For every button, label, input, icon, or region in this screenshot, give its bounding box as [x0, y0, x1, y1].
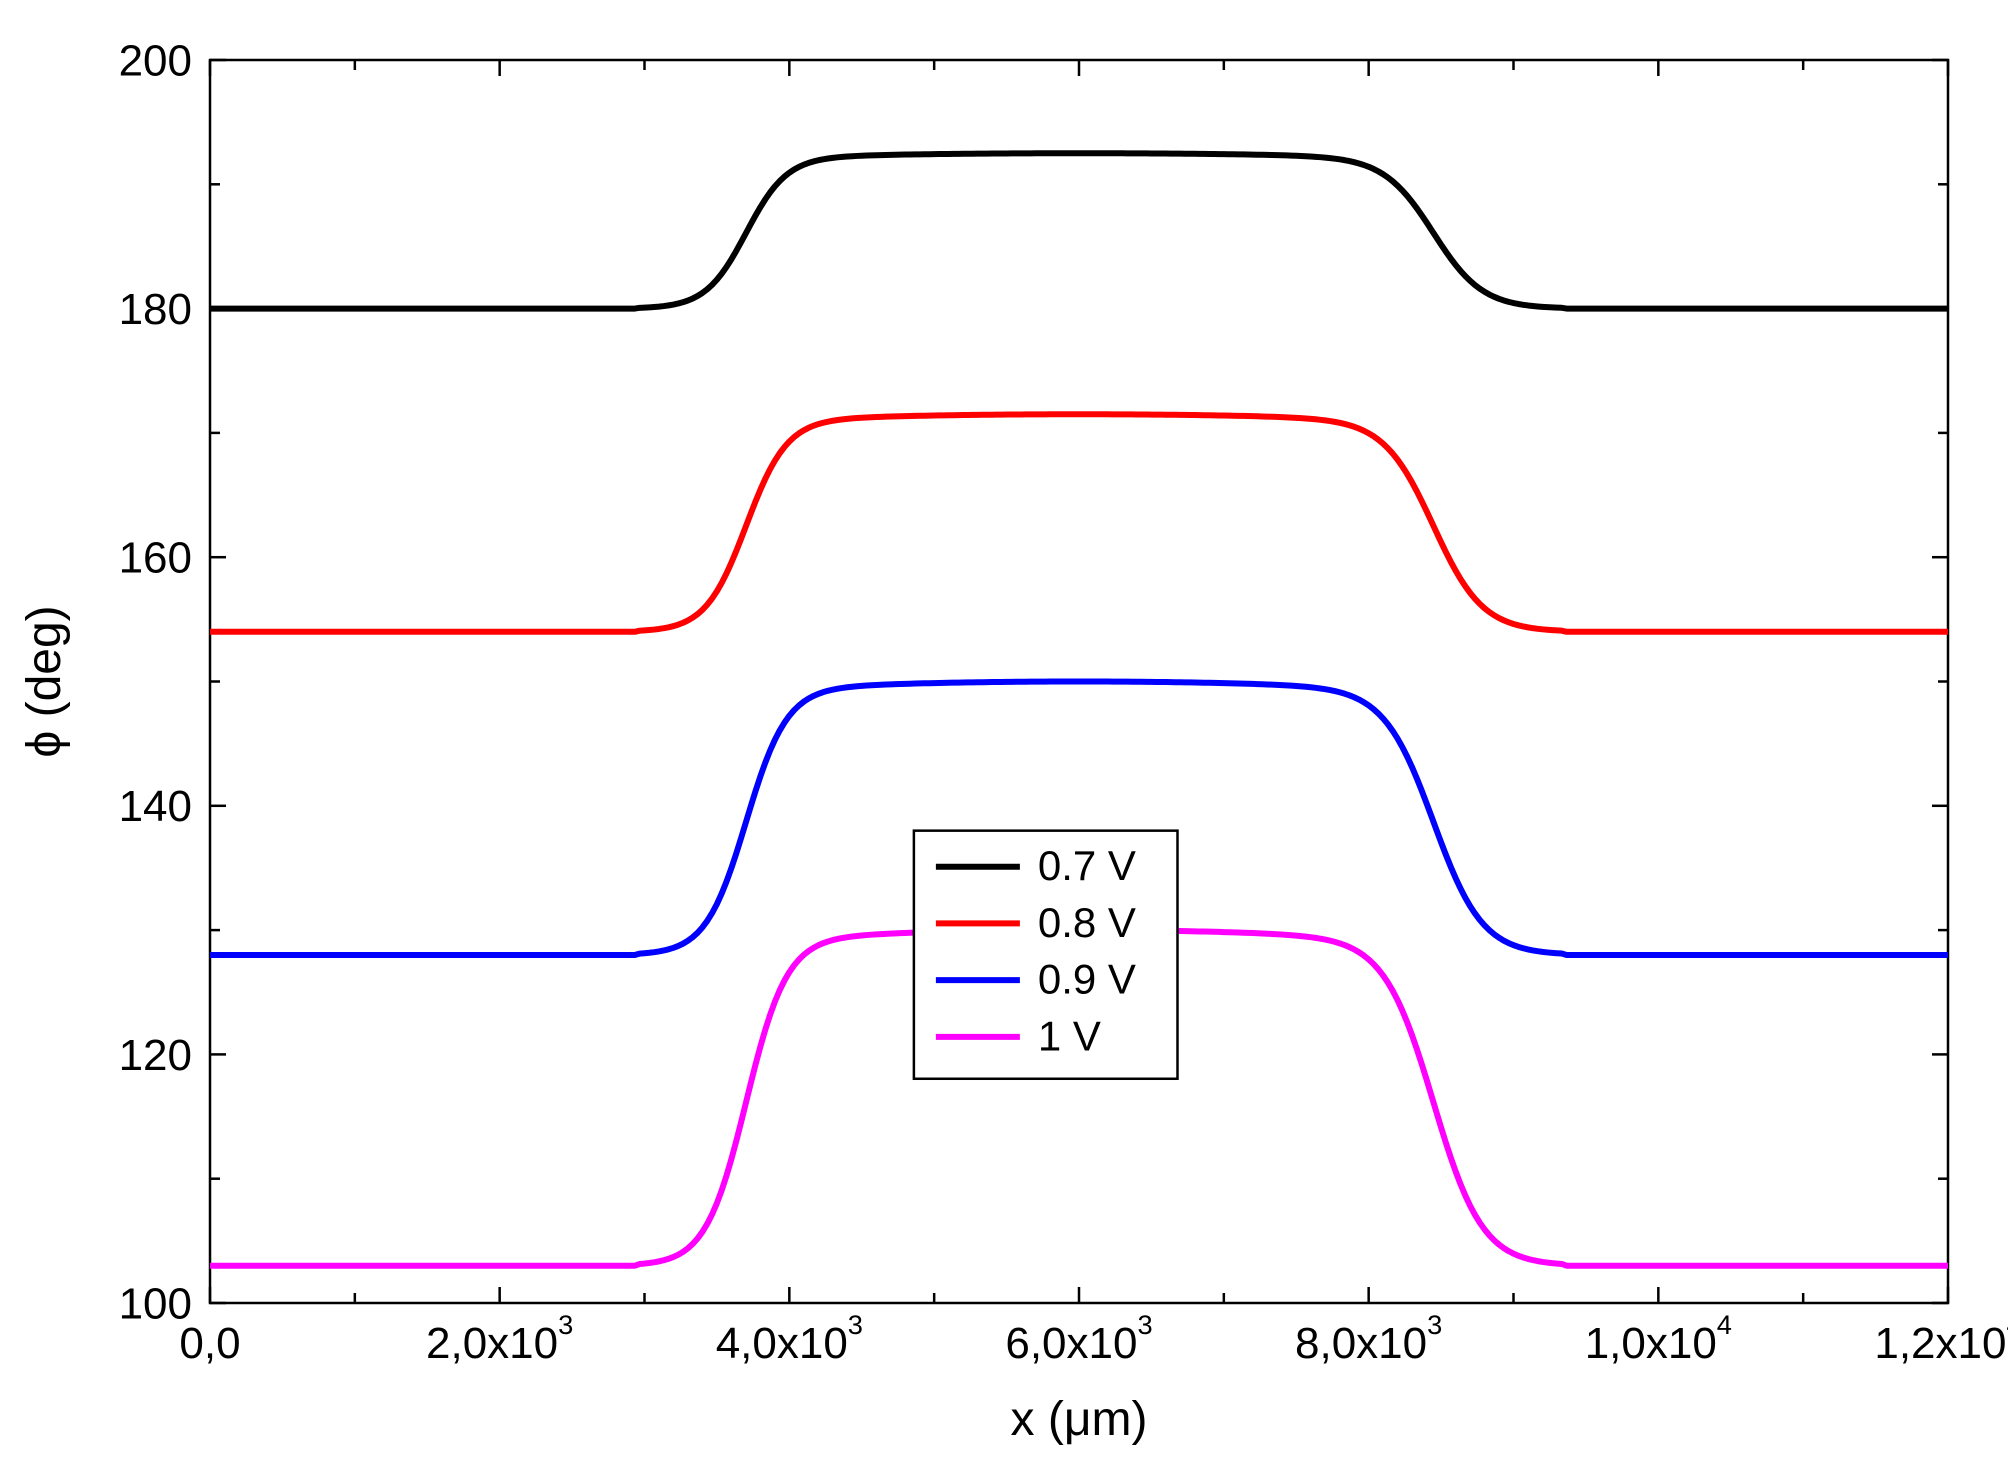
legend-label: 0.8 V: [1038, 899, 1136, 946]
chart-svg: 0,02,0x1034,0x1036,0x1038,0x1031,0x1041,…: [0, 0, 2008, 1483]
y-tick-label: 140: [119, 782, 192, 831]
legend-label: 1 V: [1038, 1012, 1101, 1059]
y-tick-label: 180: [119, 285, 192, 334]
y-tick-label: 100: [119, 1279, 192, 1328]
chart-container: 0,02,0x1034,0x1036,0x1038,0x1031,0x1041,…: [0, 0, 2008, 1483]
legend-label: 0.9 V: [1038, 956, 1136, 1003]
legend: 0.7 V 0.8 V 0.9 V 1 V: [914, 831, 1178, 1079]
legend-label: 0.7 V: [1038, 842, 1136, 889]
y-tick-label: 200: [119, 36, 192, 85]
y-tick-label: 160: [119, 534, 192, 583]
x-axis-label: x (μm): [1011, 1393, 1148, 1446]
y-axis-label: ϕ (deg): [18, 605, 71, 757]
y-tick-label: 120: [119, 1031, 192, 1080]
